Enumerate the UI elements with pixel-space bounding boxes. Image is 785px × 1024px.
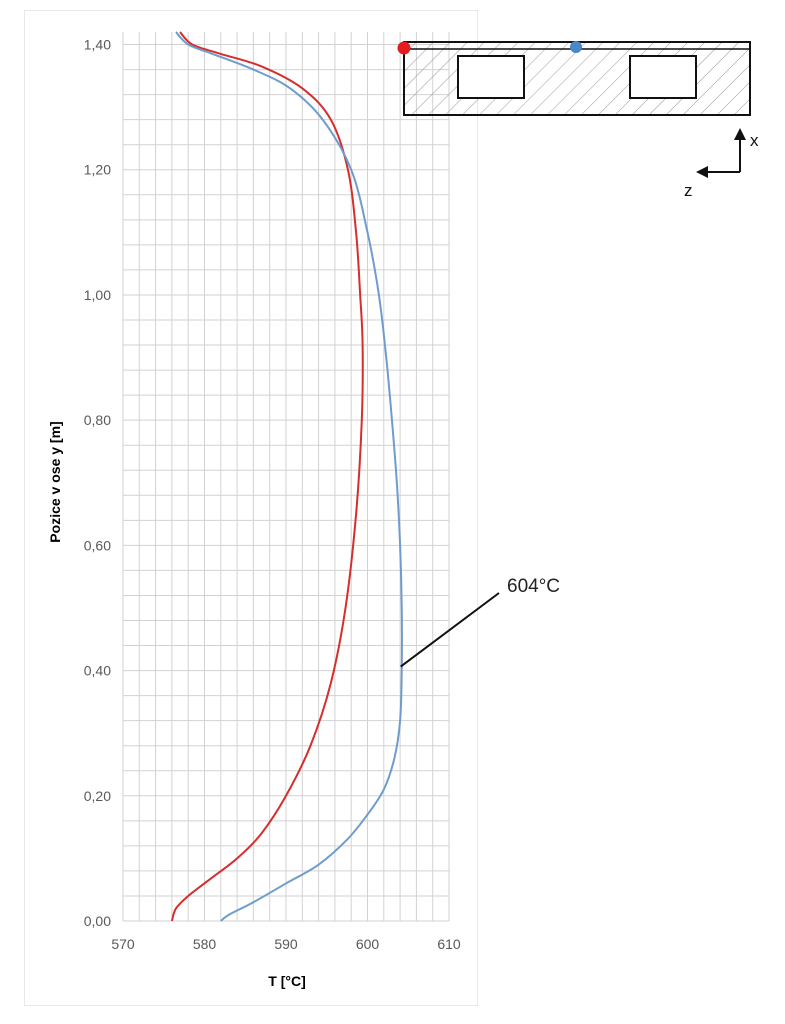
- grid-lines: [122, 32, 450, 922]
- x-tick-label: 590: [274, 936, 298, 952]
- x-tick-label: 580: [193, 936, 217, 952]
- chart-frame: [24, 10, 478, 1006]
- section-body: [403, 41, 751, 116]
- y-tick-label: 0,00: [84, 913, 111, 929]
- cross-section-inset: x z: [397, 41, 759, 200]
- y-tick-label: 1,40: [84, 37, 111, 53]
- blue-point-marker: [570, 41, 582, 53]
- y-tick-label: 0,40: [84, 663, 111, 679]
- tick-labels: 570 580 590 600 610 0,00 0,20 0,40 0,60 0,80 1,00 1…: [84, 37, 461, 952]
- y-tick-label: 1,00: [84, 287, 111, 303]
- x-tick-label: 610: [437, 936, 461, 952]
- z-arrow-icon: [696, 166, 708, 178]
- annotation-label: 604°C: [507, 576, 560, 597]
- axes-indicator: x z: [684, 128, 759, 200]
- annotation-leader-line: [400, 592, 500, 668]
- annotation-callout: 604°C: [400, 576, 560, 668]
- x-tick-label: 600: [356, 936, 380, 952]
- series-layer: [170, 31, 403, 922]
- x-axis-title: T [°C]: [268, 973, 305, 989]
- y-axis-title: Pozice v ose y [m]: [47, 421, 63, 542]
- y-tick-label: 1,20: [84, 162, 111, 178]
- x-axis-letter: x: [750, 131, 759, 150]
- section-cavity-left: [457, 55, 525, 99]
- x-tick-label: 570: [111, 936, 135, 952]
- red-point-marker: [397, 41, 411, 55]
- z-axis-letter: z: [684, 181, 693, 200]
- y-tick-label: 0,80: [84, 412, 111, 428]
- y-tick-label: 0,20: [84, 788, 111, 804]
- x-arrow-icon: [734, 128, 746, 140]
- series-line-blue: [175, 31, 403, 922]
- y-tick-label: 0,60: [84, 537, 111, 553]
- section-cavity-right: [629, 55, 697, 99]
- series-line-red: [170, 31, 364, 922]
